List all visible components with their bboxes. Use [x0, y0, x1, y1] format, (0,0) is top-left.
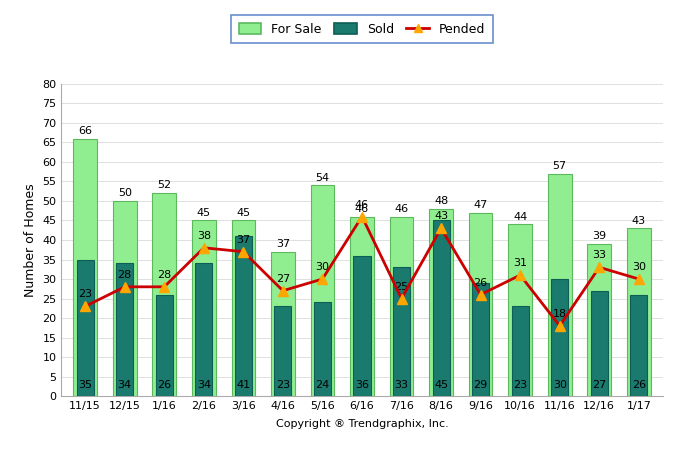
- Text: 43: 43: [632, 215, 646, 226]
- Text: 50: 50: [117, 188, 132, 198]
- Text: 23: 23: [78, 289, 92, 299]
- Text: 66: 66: [78, 126, 92, 136]
- Bar: [627, 228, 651, 396]
- Bar: [508, 224, 532, 396]
- Text: 47: 47: [473, 200, 488, 210]
- Text: 27: 27: [592, 380, 607, 390]
- Text: 34: 34: [197, 380, 211, 390]
- Bar: [275, 306, 292, 396]
- Text: 57: 57: [553, 161, 567, 171]
- Bar: [472, 283, 489, 396]
- Text: 46: 46: [355, 204, 369, 214]
- Bar: [393, 267, 410, 396]
- Legend: For Sale, Sold, Pended: For Sale, Sold, Pended: [232, 15, 492, 43]
- Text: 39: 39: [592, 231, 607, 241]
- X-axis label: Copyright ® Trendgraphix, Inc.: Copyright ® Trendgraphix, Inc.: [276, 419, 448, 429]
- Text: 25: 25: [395, 281, 408, 292]
- Text: 27: 27: [276, 274, 290, 284]
- Text: 44: 44: [513, 212, 527, 222]
- Bar: [311, 185, 334, 396]
- Bar: [113, 201, 137, 396]
- Bar: [350, 217, 374, 396]
- Text: 23: 23: [513, 380, 527, 390]
- Text: 28: 28: [117, 270, 132, 280]
- Text: 33: 33: [395, 380, 408, 390]
- Bar: [469, 212, 492, 396]
- Text: 30: 30: [632, 262, 646, 272]
- Text: 29: 29: [473, 380, 488, 390]
- Text: 31: 31: [513, 258, 527, 268]
- Bar: [512, 306, 529, 396]
- Text: 24: 24: [316, 380, 330, 390]
- Bar: [195, 263, 212, 396]
- Bar: [152, 193, 176, 396]
- Bar: [156, 295, 173, 396]
- Bar: [76, 260, 94, 396]
- Bar: [432, 220, 449, 396]
- Text: 23: 23: [276, 380, 290, 390]
- Bar: [271, 252, 295, 396]
- Y-axis label: Number of Homes: Number of Homes: [24, 183, 37, 297]
- Text: 26: 26: [632, 380, 646, 390]
- Text: 28: 28: [157, 270, 171, 280]
- Text: 41: 41: [236, 380, 251, 390]
- Text: 30: 30: [553, 380, 567, 390]
- Text: 46: 46: [355, 199, 369, 210]
- Bar: [314, 302, 331, 396]
- Text: 33: 33: [592, 250, 607, 260]
- Text: 48: 48: [434, 196, 448, 206]
- Bar: [235, 236, 252, 396]
- Text: 30: 30: [316, 262, 329, 272]
- Text: 35: 35: [78, 380, 92, 390]
- Text: 54: 54: [316, 172, 329, 183]
- Text: 34: 34: [117, 380, 132, 390]
- Bar: [353, 255, 371, 396]
- Text: 45: 45: [197, 208, 211, 218]
- Bar: [587, 244, 611, 396]
- Text: 38: 38: [197, 231, 211, 241]
- Bar: [116, 263, 133, 396]
- Text: 45: 45: [434, 380, 448, 390]
- Text: 18: 18: [553, 309, 567, 319]
- Text: 37: 37: [276, 239, 290, 249]
- Bar: [232, 220, 255, 396]
- Text: 37: 37: [236, 235, 251, 245]
- Bar: [429, 209, 453, 396]
- Text: 45: 45: [236, 208, 251, 218]
- Bar: [591, 291, 608, 396]
- Bar: [390, 217, 413, 396]
- Text: 26: 26: [157, 380, 171, 390]
- Text: 52: 52: [157, 180, 171, 191]
- Bar: [548, 174, 572, 396]
- Bar: [73, 138, 97, 396]
- Bar: [192, 220, 216, 396]
- Bar: [551, 279, 568, 396]
- Text: 26: 26: [473, 278, 488, 288]
- Text: 43: 43: [434, 212, 448, 221]
- Text: 36: 36: [355, 380, 369, 390]
- Bar: [630, 295, 647, 396]
- Text: 46: 46: [395, 204, 408, 214]
